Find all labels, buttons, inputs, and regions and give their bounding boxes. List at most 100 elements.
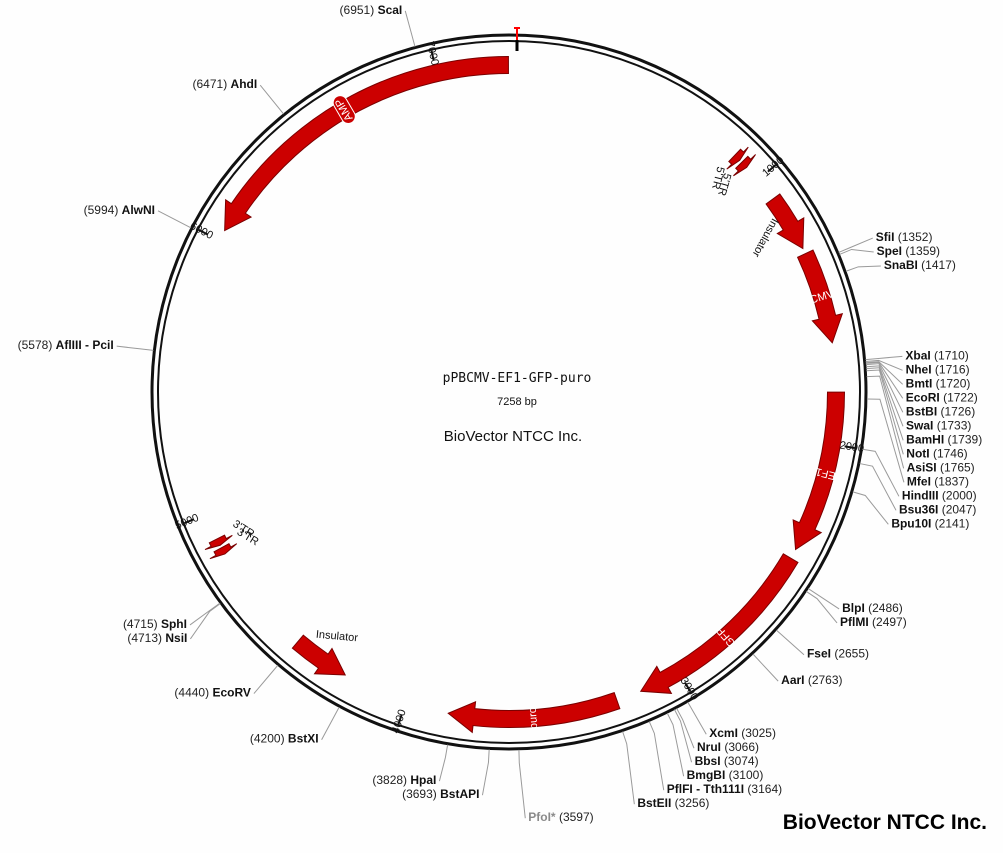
site-leader-line bbox=[859, 463, 897, 511]
site-leader-line bbox=[865, 359, 903, 371]
site-bstbi: BstBI (1726) bbox=[865, 363, 975, 418]
site-position: (1417) bbox=[918, 258, 956, 272]
site-leader-line bbox=[116, 345, 154, 351]
site-leader-line bbox=[189, 602, 221, 626]
site-label: AsiSI (1765) bbox=[907, 460, 975, 474]
site-hindiii: HindIII (2000) bbox=[862, 448, 977, 502]
site-label: BlpI (2486) bbox=[842, 601, 903, 615]
site-name: AarI bbox=[781, 673, 804, 687]
site-leader-line bbox=[865, 361, 904, 385]
site-label: PflFI - Tth111I (3164) bbox=[667, 782, 782, 796]
site-name: BamHI bbox=[906, 432, 944, 446]
restriction-sites: SfiI (1352)SpeI (1359)SnaBI (1417) XbaI (… bbox=[18, 3, 983, 824]
site-label: EcoRI (1722) bbox=[906, 390, 978, 404]
feature-cmv-4: CMV bbox=[796, 249, 844, 344]
site-name: SpeI bbox=[877, 244, 902, 258]
site-label: BmtI (1720) bbox=[906, 376, 971, 390]
site-hpai: (3828) HpaI bbox=[372, 744, 449, 787]
site-leader-line bbox=[481, 749, 490, 796]
site-label: Bsu36I (2047) bbox=[899, 502, 976, 516]
site-name: AlwNI bbox=[122, 203, 155, 217]
site-label: BbsI (3074) bbox=[695, 754, 759, 768]
site-label: SwaI (1733) bbox=[906, 418, 971, 432]
site-alwni: (5994) AlwNI bbox=[84, 203, 192, 229]
site-label: SfiI (1352) bbox=[876, 230, 933, 244]
site-label: (5578) AflIII - PciI bbox=[18, 338, 114, 352]
feature-puro-7: puro bbox=[447, 691, 621, 734]
site-name: XcmI bbox=[709, 726, 738, 740]
site-name: ScaI bbox=[378, 3, 403, 17]
site-name: SfiI bbox=[876, 230, 895, 244]
site-label: NotI (1746) bbox=[906, 446, 967, 460]
site-label: (4200) BstXI bbox=[250, 732, 319, 746]
site-name: SnaBI bbox=[884, 258, 918, 272]
site-label: PfoI* (3597) bbox=[528, 810, 593, 824]
site-label: HindIII (2000) bbox=[902, 488, 977, 502]
site-leader-line bbox=[253, 665, 279, 694]
feature-arrow-amp bbox=[224, 55, 509, 232]
site-position: (1837) bbox=[931, 474, 969, 488]
site-name: HpaI bbox=[410, 773, 436, 787]
site-leader-line bbox=[676, 708, 695, 749]
site-position: (1359) bbox=[902, 244, 940, 258]
site-pflmi: PflMI (2497) bbox=[806, 591, 907, 629]
site-leader-line bbox=[438, 744, 449, 782]
site-aari: AarI (2763) bbox=[752, 653, 843, 687]
site-name: BmtI bbox=[906, 376, 933, 390]
feature-label-puro: puro bbox=[527, 707, 541, 730]
feature-ef1-5: EF1 bbox=[792, 391, 846, 551]
site-leader-line bbox=[865, 363, 904, 413]
site-label: (6471) AhdI bbox=[193, 77, 258, 91]
site-leader-line bbox=[866, 398, 905, 483]
tick-2000 bbox=[844, 445, 855, 449]
site-name: NotI bbox=[906, 446, 929, 460]
feature-arrow-3-tr bbox=[209, 543, 238, 560]
feature-label-box bbox=[332, 95, 356, 124]
site-leader-line bbox=[674, 709, 693, 763]
site-label: (4715) SphI bbox=[123, 617, 187, 631]
site-name: FseI bbox=[807, 647, 831, 661]
site-leader-line bbox=[752, 653, 779, 682]
site-name: SphI bbox=[161, 617, 187, 631]
site-position: (2655) bbox=[831, 647, 869, 661]
site-position: (1352) bbox=[894, 230, 932, 244]
site-position: (3164) bbox=[744, 782, 782, 796]
site-position: (2497) bbox=[869, 615, 907, 629]
feature-arrow-cmv bbox=[796, 249, 844, 344]
feature-arrow-insulator bbox=[765, 193, 805, 250]
site-label: (3828) HpaI bbox=[372, 773, 436, 787]
feature-arrow-5-tr bbox=[733, 154, 756, 177]
site-leader-line bbox=[321, 706, 340, 740]
site-position: (5578) bbox=[18, 338, 56, 352]
site-name: BstBI bbox=[906, 404, 937, 418]
site-scai: (6951) ScaI bbox=[340, 3, 416, 47]
backbone bbox=[150, 33, 868, 751]
site-fsei: FseI (2655) bbox=[776, 629, 869, 661]
site-label: PflMI (2497) bbox=[840, 615, 907, 629]
site-name: XbaI bbox=[905, 348, 930, 362]
plasmid-name: pPBCMV-EF1-GFP-puro bbox=[443, 371, 592, 386]
site-leader-line bbox=[259, 84, 284, 115]
site-sfii: SfiI (1352) bbox=[838, 230, 933, 253]
site-label: AarI (2763) bbox=[781, 673, 842, 687]
site-leader-line bbox=[845, 265, 881, 272]
site-leader-line bbox=[852, 491, 889, 525]
feature-gfp-6: GFP bbox=[639, 553, 799, 694]
tick-3000 bbox=[684, 682, 692, 692]
tick-label-2000: 2000 bbox=[839, 440, 865, 456]
site-nrui: NruI (3066) bbox=[676, 708, 759, 754]
backbone-inner-ring bbox=[157, 40, 861, 744]
site-mfei: MfeI (1837) bbox=[866, 398, 969, 488]
site-afliii-pcii: (5578) AflIII - PciI bbox=[18, 338, 154, 352]
feature-arrow-3-tr bbox=[204, 534, 233, 551]
feature-label-insulator: Insulator bbox=[315, 629, 358, 645]
site-position: (2000) bbox=[939, 488, 977, 502]
feature-insulator-8: Insulator bbox=[291, 629, 359, 676]
site-xbai: XbaI (1710) bbox=[865, 348, 969, 362]
site-name: PflFI - Tth111I bbox=[667, 782, 744, 796]
feature-arrow-5-tr bbox=[726, 146, 749, 170]
site-label: BamHI (1739) bbox=[906, 432, 982, 446]
site-leader-line bbox=[839, 248, 874, 255]
site-bmgbi: BmgBI (3100) bbox=[666, 712, 763, 782]
feature-arrow-insulator bbox=[291, 634, 347, 676]
